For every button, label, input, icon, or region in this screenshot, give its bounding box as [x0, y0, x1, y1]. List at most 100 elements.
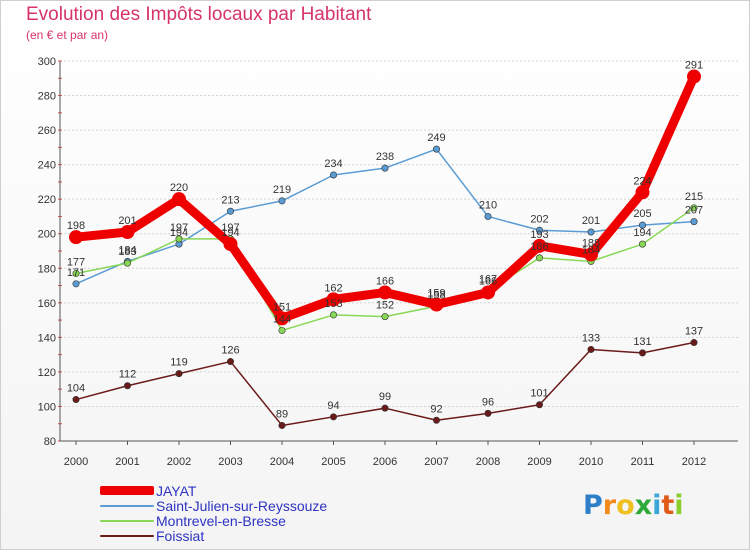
- legend-swatch: [100, 534, 154, 537]
- data-label: 171: [67, 267, 85, 279]
- x-tick-label: 2012: [682, 456, 706, 468]
- data-label: 112: [119, 369, 137, 381]
- data-label: 210: [479, 199, 497, 211]
- data-point: [584, 247, 598, 262]
- series-layer: [69, 69, 701, 429]
- logo-letter: i: [652, 490, 662, 521]
- series-line: [75, 207, 695, 332]
- x-tick-label: 2005: [321, 456, 345, 468]
- logo-letter: o: [616, 490, 635, 521]
- data-label: 137: [685, 326, 703, 338]
- y-tick-label: 180: [38, 263, 56, 275]
- data-point: [638, 221, 646, 229]
- x-tick-label: 2004: [270, 456, 294, 468]
- x-tick-label: 2003: [218, 456, 242, 468]
- y-tick-label: 80: [44, 436, 56, 448]
- data-point: [329, 311, 337, 319]
- data-label: 220: [170, 182, 188, 194]
- y-tick-label: 120: [38, 367, 56, 379]
- data-point: [484, 212, 492, 220]
- data-label: 162: [324, 282, 342, 294]
- data-label: 177: [67, 256, 85, 268]
- data-point: [535, 254, 543, 262]
- data-point: [72, 280, 80, 288]
- data-label: 207: [685, 205, 703, 217]
- data-point: [535, 401, 543, 409]
- data-label: 96: [482, 396, 494, 408]
- y-tick-label: 220: [38, 194, 56, 206]
- y-tick-label: 160: [38, 298, 56, 310]
- data-label: 184: [118, 244, 136, 256]
- data-point: [278, 197, 286, 205]
- data-point: [587, 345, 595, 353]
- grid-layer: [60, 60, 738, 442]
- series-line: [75, 341, 695, 427]
- chart-legend: JAYAT Saint-Julien-sur-Reyssouze Montrevel…: [100, 483, 327, 543]
- chart-subtitle: (en € et par an): [26, 28, 109, 42]
- legend-label: JAYAT: [156, 482, 197, 499]
- data-point: [278, 421, 286, 429]
- legend-swatch: [100, 504, 154, 507]
- data-label: 183: [118, 246, 136, 258]
- data-label: 194: [221, 227, 239, 239]
- data-point: [223, 237, 238, 252]
- data-label: 291: [685, 60, 703, 72]
- legend-swatch: [100, 519, 154, 522]
- data-label: 144: [273, 313, 291, 325]
- data-label: 194: [633, 227, 651, 239]
- data-label-layer: 104 112 119 126 89 94 99 92 96 101 133 131 137 171 184…: [67, 60, 703, 421]
- data-point: [175, 235, 183, 243]
- data-point: [635, 185, 650, 200]
- y-tick-label: 200: [38, 229, 56, 241]
- data-label: 133: [582, 332, 600, 344]
- x-tick-label: 2002: [167, 456, 191, 468]
- logo-letter: r: [602, 490, 617, 521]
- y-tick-label: 300: [38, 56, 56, 68]
- data-point: [532, 238, 547, 253]
- x-tick-label: 2001: [115, 456, 139, 468]
- data-label: 202: [530, 213, 548, 225]
- data-label: 197: [221, 222, 239, 234]
- data-label: 213: [221, 194, 239, 206]
- data-point: [69, 230, 83, 245]
- proxiti-logo: Proxiti: [583, 490, 684, 521]
- y-tick-label: 260: [38, 125, 56, 137]
- legend-label: Foissiat: [156, 527, 205, 544]
- data-label: 167: [479, 274, 497, 286]
- data-point: [484, 409, 492, 417]
- data-point: [535, 226, 543, 234]
- data-point: [690, 218, 698, 226]
- data-point: [432, 416, 440, 424]
- data-point: [638, 349, 646, 357]
- data-point: [687, 69, 701, 84]
- data-point: [429, 297, 444, 312]
- data-point: [690, 204, 698, 212]
- data-point: [381, 404, 389, 412]
- data-label: 197: [170, 222, 188, 234]
- legend-label: Montrevel-en-Bresse: [156, 512, 286, 529]
- data-point: [172, 192, 186, 207]
- logo-letter: P: [583, 490, 603, 521]
- data-label: 194: [170, 227, 188, 239]
- data-label: 188: [582, 237, 600, 249]
- data-label: 224: [633, 175, 651, 187]
- x-tick-label: 2007: [424, 456, 448, 468]
- legend-item: Foissiat: [100, 528, 327, 543]
- data-label: 249: [427, 132, 445, 144]
- data-point: [278, 326, 286, 334]
- data-label: 193: [530, 229, 548, 241]
- data-label: 152: [376, 300, 394, 312]
- data-label: 198: [67, 220, 85, 232]
- logo-letter: i: [674, 490, 684, 521]
- logo-letter: x: [634, 490, 653, 521]
- x-tick-label: 2011: [631, 456, 655, 468]
- data-point: [690, 339, 698, 347]
- data-label: 184: [582, 244, 600, 256]
- logo-letter: t: [661, 490, 675, 521]
- data-point: [124, 259, 132, 267]
- data-point: [227, 358, 235, 366]
- data-point: [381, 164, 389, 172]
- data-point: [378, 285, 392, 300]
- data-point: [124, 382, 132, 390]
- data-label: 219: [273, 184, 291, 196]
